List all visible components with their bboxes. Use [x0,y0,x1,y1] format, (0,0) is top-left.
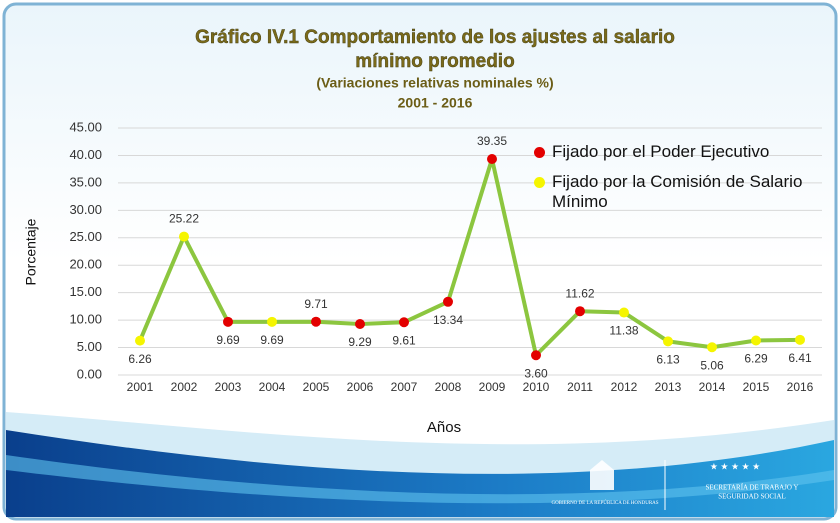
value-label: 6.13 [656,353,680,367]
y-tick-label: 45.00 [69,119,102,134]
y-tick-label: 15.00 [69,284,102,299]
legend-label: Fijado por el Poder Ejecutivo [552,142,769,161]
marker [619,308,629,318]
y-axis-label: Porcentaje [23,218,39,285]
marker [487,154,497,164]
x-tick-label: 2004 [259,380,286,394]
marker [575,306,585,316]
x-tick-label: 2007 [391,380,418,394]
marker [531,350,541,360]
marker [355,319,365,329]
x-tick-label: 2011 [567,380,593,394]
y-tick-label: 30.00 [69,202,102,217]
x-tick-label: 2009 [479,380,506,394]
marker [707,342,717,352]
y-tick-label: 20.00 [69,257,102,272]
x-tick-label: 2005 [303,380,330,394]
y-tick-label: 5.00 [77,339,102,354]
legend-item: Fijado por la Comisión de Salario Mínimo [534,172,824,212]
chart: ★ ★ ★ ★ ★ GOBIERNO DE LA REPÚBLICA DE HO… [0,0,840,523]
marker [267,317,277,327]
marker [399,317,409,327]
legend-item: Fijado por el Poder Ejecutivo [534,142,824,162]
x-tick-label: 2002 [171,380,198,394]
x-tick-label: 2003 [215,380,242,394]
footer-ministry: SEGURIDAD SOCIAL [718,493,785,501]
value-label: 6.26 [128,352,152,366]
marker [751,335,761,345]
footer-government: GOBIERNO DE LA REPÚBLICA DE HONDURAS [551,500,658,506]
y-tick-label: 10.00 [69,312,102,327]
x-tick-label: 2001 [127,380,154,394]
marker [663,336,673,346]
marker [795,335,805,345]
y-tick-label: 25.00 [69,229,102,244]
value-label: 25.22 [169,212,199,226]
value-label: 6.29 [744,352,768,366]
y-tick-label: 0.00 [77,366,102,381]
x-tick-label: 2014 [699,380,726,394]
value-label: 39.35 [477,134,507,148]
x-tick-label: 2010 [523,380,550,394]
value-label: 6.41 [788,351,812,365]
x-tick-label: 2006 [347,380,374,394]
slide: ★ ★ ★ ★ ★ GOBIERNO DE LA REPÚBLICA DE HO… [0,0,840,523]
x-tick-label: 2008 [435,380,462,394]
legend: Fijado por el Poder Ejecutivo Fijado por … [534,142,824,222]
chart-subtitle: (Variaciones relativas nominales %) [316,75,553,91]
legend-label: Fijado por la Comisión de Salario Mínimo [552,172,802,211]
value-label: 11.62 [565,286,594,300]
x-axis-label: Años [427,419,461,436]
y-tick-label: 35.00 [69,174,102,189]
marker [179,232,189,242]
stars: ★ ★ ★ ★ ★ [710,461,760,471]
x-tick-label: 2012 [611,380,638,394]
marker [135,336,145,346]
value-label: 9.69 [216,333,240,347]
legend-swatch [534,147,545,158]
x-tick-label: 2013 [655,380,682,394]
footer-ministry: SECRETARÍA DE TRABAJO Y [706,484,799,492]
chart-subtitle: 2001 - 2016 [398,95,473,111]
value-label: 13.34 [433,313,463,327]
value-label: 9.61 [392,333,416,347]
value-label: 9.71 [304,297,328,311]
value-label: 3.60 [524,366,548,380]
chart-title: Gráfico IV.1 Comportamiento de los ajust… [195,27,675,48]
marker [443,297,453,307]
y-tick-label: 40.00 [69,147,102,162]
x-tick-label: 2016 [787,380,814,394]
marker [223,317,233,327]
value-label: 5.06 [700,358,724,372]
value-label: 9.29 [348,335,372,349]
chart-title: mínimo promedio [355,51,514,72]
value-label: 9.69 [260,333,284,347]
legend-swatch [534,177,545,188]
marker [311,317,321,327]
x-tick-label: 2015 [743,380,770,394]
value-label: 11.38 [609,324,638,338]
